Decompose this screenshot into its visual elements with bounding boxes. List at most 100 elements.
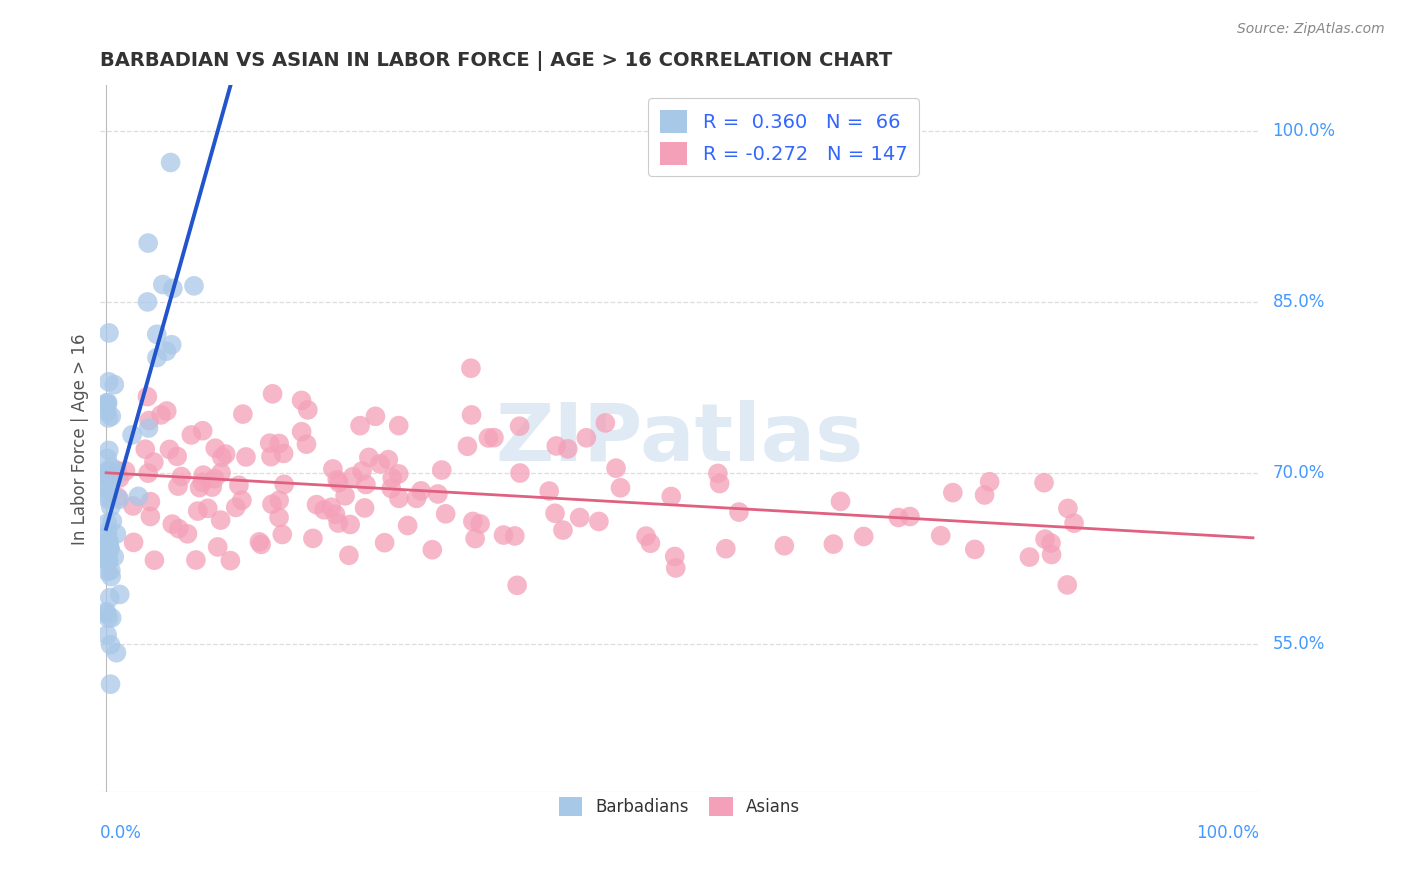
Point	[326, 473, 349, 487]
Point	[204, 472, 226, 486]
Text: BARBADIAN VS ASIAN IN LABOR FORCE | AGE > 16 CORRELATION CHART: BARBADIAN VS ASIAN IN LABOR FORCE | AGE …	[100, 51, 893, 70]
Point	[134, 442, 156, 457]
Point	[575, 431, 598, 445]
Text: 100.0%: 100.0%	[1195, 824, 1258, 842]
Point	[546, 439, 568, 453]
Point	[328, 516, 350, 530]
Point	[103, 377, 125, 392]
Point	[136, 466, 159, 480]
Point	[97, 537, 120, 551]
Point	[104, 469, 127, 483]
Point	[659, 490, 682, 504]
Point	[352, 464, 374, 478]
Point	[176, 526, 198, 541]
Point	[1063, 516, 1085, 530]
Point	[207, 540, 229, 554]
Point	[101, 460, 124, 475]
Point	[121, 428, 143, 442]
Point	[96, 607, 118, 621]
Point	[322, 462, 344, 476]
Point	[139, 494, 162, 508]
Point	[214, 447, 236, 461]
Point	[228, 478, 250, 492]
Point	[1040, 536, 1063, 550]
Point	[193, 468, 215, 483]
Point	[568, 510, 591, 524]
Point	[136, 390, 159, 404]
Point	[325, 508, 347, 522]
Point	[333, 489, 356, 503]
Point	[219, 553, 242, 567]
Point	[773, 539, 796, 553]
Point	[588, 515, 610, 529]
Point	[503, 529, 526, 543]
Point	[96, 553, 118, 567]
Point	[127, 490, 149, 504]
Point	[420, 542, 443, 557]
Point	[377, 452, 399, 467]
Point	[166, 450, 188, 464]
Point	[162, 281, 184, 295]
Point	[97, 611, 120, 625]
Point	[97, 551, 120, 566]
Point	[142, 455, 165, 469]
Point	[434, 507, 457, 521]
Point	[260, 450, 283, 464]
Point	[100, 638, 122, 652]
Point	[388, 418, 411, 433]
Point	[349, 418, 371, 433]
Point	[98, 591, 121, 605]
Point	[364, 409, 387, 424]
Point	[262, 387, 284, 401]
Point	[149, 408, 172, 422]
Point	[461, 515, 484, 529]
Point	[609, 481, 631, 495]
Point	[714, 541, 737, 556]
Point	[460, 361, 482, 376]
Point	[339, 517, 361, 532]
Point	[183, 278, 205, 293]
Point	[139, 509, 162, 524]
Point	[509, 419, 531, 434]
Point	[107, 490, 129, 504]
Point	[492, 528, 515, 542]
Point	[97, 554, 120, 568]
Y-axis label: In Labor Force | Age > 16: In Labor Force | Age > 16	[72, 333, 89, 544]
Point	[97, 541, 120, 555]
Text: 70.0%: 70.0%	[1272, 464, 1324, 482]
Point	[707, 467, 730, 481]
Point	[357, 450, 380, 465]
Point	[96, 530, 118, 544]
Point	[138, 413, 160, 427]
Point	[852, 529, 875, 543]
Point	[231, 493, 253, 508]
Point	[273, 446, 295, 460]
Point	[269, 436, 291, 450]
Point	[100, 409, 122, 424]
Point	[136, 235, 159, 250]
Point	[100, 677, 122, 691]
Point	[96, 605, 118, 619]
Point	[155, 344, 177, 359]
Point	[405, 491, 427, 506]
Point	[97, 464, 120, 478]
Point	[159, 442, 181, 457]
Point	[96, 396, 118, 410]
Point	[97, 477, 120, 491]
Point	[273, 477, 295, 491]
Point	[1018, 550, 1040, 565]
Point	[963, 542, 986, 557]
Point	[96, 467, 118, 481]
Point	[103, 549, 125, 564]
Point	[167, 479, 190, 493]
Point	[305, 498, 328, 512]
Point	[97, 554, 120, 568]
Point	[98, 541, 121, 556]
Point	[96, 536, 118, 550]
Point	[103, 465, 125, 479]
Point	[354, 477, 377, 491]
Point	[96, 451, 118, 466]
Point	[1033, 475, 1056, 490]
Point	[665, 561, 688, 575]
Point	[295, 437, 318, 451]
